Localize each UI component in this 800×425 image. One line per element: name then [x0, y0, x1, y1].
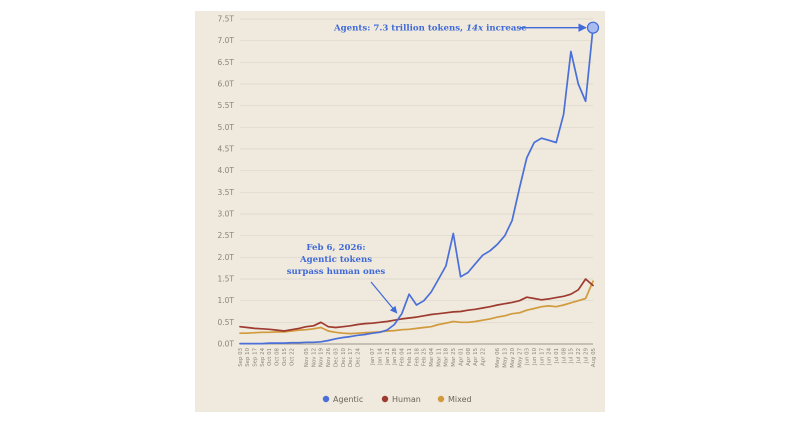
- x-tick-label: Jul 22: [576, 348, 582, 364]
- annotation-crossover-arrow: [370, 281, 398, 314]
- y-tick-label: 5.0T: [217, 123, 234, 132]
- x-tick-label: Dec 17: [348, 348, 354, 367]
- y-tick-label: 7.5T: [217, 15, 234, 24]
- x-tick-label: Oct 15: [282, 348, 288, 366]
- x-tick-label: Feb 04: [400, 347, 406, 366]
- y-tick-label: 3.5T: [217, 188, 234, 197]
- x-tick-label: Jan 07: [370, 348, 376, 366]
- x-tick-label: May 20: [510, 347, 516, 367]
- x-tick-label: Jul 29: [583, 347, 589, 364]
- x-tick-label: Mar 18: [444, 347, 450, 366]
- series-line-agentic: [239, 26, 594, 345]
- x-tick-label: Dec 03: [333, 348, 339, 367]
- legend-label-agentic: Agentic: [333, 395, 363, 404]
- x-tick-label: Jul 01: [554, 348, 560, 364]
- y-tick-label: 0.5T: [217, 318, 234, 327]
- annotation-agents-peak-part1: Agents: 7.3 trillion tokens,: [333, 24, 466, 34]
- x-tick-label: Apr 08: [466, 347, 472, 365]
- x-tick-label: Dec 10: [341, 347, 347, 367]
- y-tick-label: 7.0T: [217, 36, 234, 45]
- x-tick-label: Nov 19: [319, 347, 325, 367]
- annotation-crossover-line3: surpass human ones: [287, 267, 386, 277]
- legend-swatch-human: [381, 395, 389, 403]
- x-tick-label: Jan 14: [378, 347, 384, 365]
- legend-swatch-agentic: [322, 395, 330, 403]
- x-tick-label: Oct 22: [289, 348, 295, 366]
- series-line-human: [239, 278, 594, 332]
- x-tick-label: Mar 25: [451, 348, 457, 367]
- x-tick-label: Oct 08: [275, 347, 281, 365]
- y-tick-label: 6.5T: [217, 58, 234, 67]
- agentic-peak-marker: [586, 21, 600, 34]
- y-tick-label: 1.0T: [217, 296, 234, 305]
- y-tick-label: 0.0T: [217, 340, 234, 349]
- legend-label-human: Human: [392, 395, 421, 404]
- x-tick-label: Jun 03: [525, 348, 531, 366]
- x-tick-label: Mar 11: [436, 348, 442, 367]
- y-tick-label: 4.0T: [217, 166, 234, 175]
- x-tick-label: Jun 24: [547, 347, 553, 366]
- gridlines: [240, 18, 593, 345]
- x-tick-label: Nov 12: [311, 348, 317, 367]
- x-tick-label: May 27: [517, 348, 523, 368]
- x-tick-label: May 13: [503, 348, 509, 368]
- y-tick-label: 2.0T: [217, 253, 234, 262]
- chart-panel: 0.0T 0.5T 1.0T 1.5T 2.0T 2.5T 3.0T 3.5T 4.0T 4.5T…: [195, 11, 605, 412]
- y-tick-label: 6.0T: [217, 80, 234, 89]
- x-axis-ticks: Sep 03 Sep 10 Sep 17 Sep 24 Oct 01 Oct 08 Oct …: [238, 347, 597, 367]
- legend-label-mixed: Mixed: [448, 395, 472, 404]
- x-tick-label: May 06: [495, 347, 501, 367]
- y-tick-label: 1.5T: [217, 275, 234, 284]
- legend-swatch-mixed: [437, 395, 445, 403]
- y-axis-ticks: 0.0T 0.5T 1.0T 1.5T 2.0T 2.5T 3.0T 3.5T 4.0T 4.5T…: [217, 15, 234, 349]
- x-tick-label: Dec 24: [355, 347, 361, 367]
- annotation-agents-peak-part2: 14x: [466, 24, 484, 34]
- legend: Agentic Human Mixed: [322, 395, 472, 404]
- tokens-line-chart: 0.0T 0.5T 1.0T 1.5T 2.0T 2.5T 3.0T 3.5T 4.0T 4.5T…: [217, 15, 600, 404]
- x-tick-label: Sep 24: [260, 347, 266, 366]
- x-tick-label: Jul 08: [561, 347, 567, 364]
- x-tick-label: Nov 26: [326, 347, 332, 367]
- x-tick-label: Jun 10: [532, 347, 538, 366]
- y-tick-label: 2.5T: [217, 231, 234, 240]
- x-tick-label: Apr 22: [480, 348, 486, 366]
- x-tick-label: Oct 01: [267, 348, 273, 366]
- x-tick-label: Feb 25: [422, 348, 428, 366]
- x-tick-label: Feb 11: [407, 348, 413, 366]
- x-tick-label: Sep 10: [245, 347, 251, 366]
- x-tick-label: Mar 04: [429, 347, 435, 366]
- series-line-mixed: [239, 280, 594, 335]
- annotation-crossover-line1: Feb 6, 2026:: [306, 243, 365, 253]
- x-tick-label: Feb 18: [414, 347, 420, 366]
- x-tick-label: Apr 01: [458, 348, 464, 366]
- y-tick-label: 4.5T: [217, 145, 234, 154]
- x-tick-label: Aug 05: [591, 348, 597, 367]
- x-tick-label: Jul 15: [569, 348, 575, 364]
- y-tick-label: 3.0T: [217, 210, 234, 219]
- annotation-agents-peak-part3: increase: [483, 24, 527, 34]
- x-tick-label: Sep 17: [253, 348, 259, 367]
- x-tick-label: Nov 05: [304, 348, 310, 367]
- series-lines: [239, 26, 594, 345]
- x-tick-label: Sep 03: [238, 348, 244, 367]
- x-tick-label: Jan 21: [385, 348, 391, 366]
- y-tick-label: 5.5T: [217, 101, 234, 110]
- x-tick-label: Jan 28: [392, 347, 398, 365]
- annotation-agents-peak: Agents: 7.3 trillion tokens, 14x increas…: [333, 24, 527, 34]
- x-tick-label: Jun 17: [539, 348, 545, 366]
- annotation-crossover-line2: Agentic tokens: [299, 255, 372, 265]
- x-tick-label: Apr 15: [473, 348, 479, 366]
